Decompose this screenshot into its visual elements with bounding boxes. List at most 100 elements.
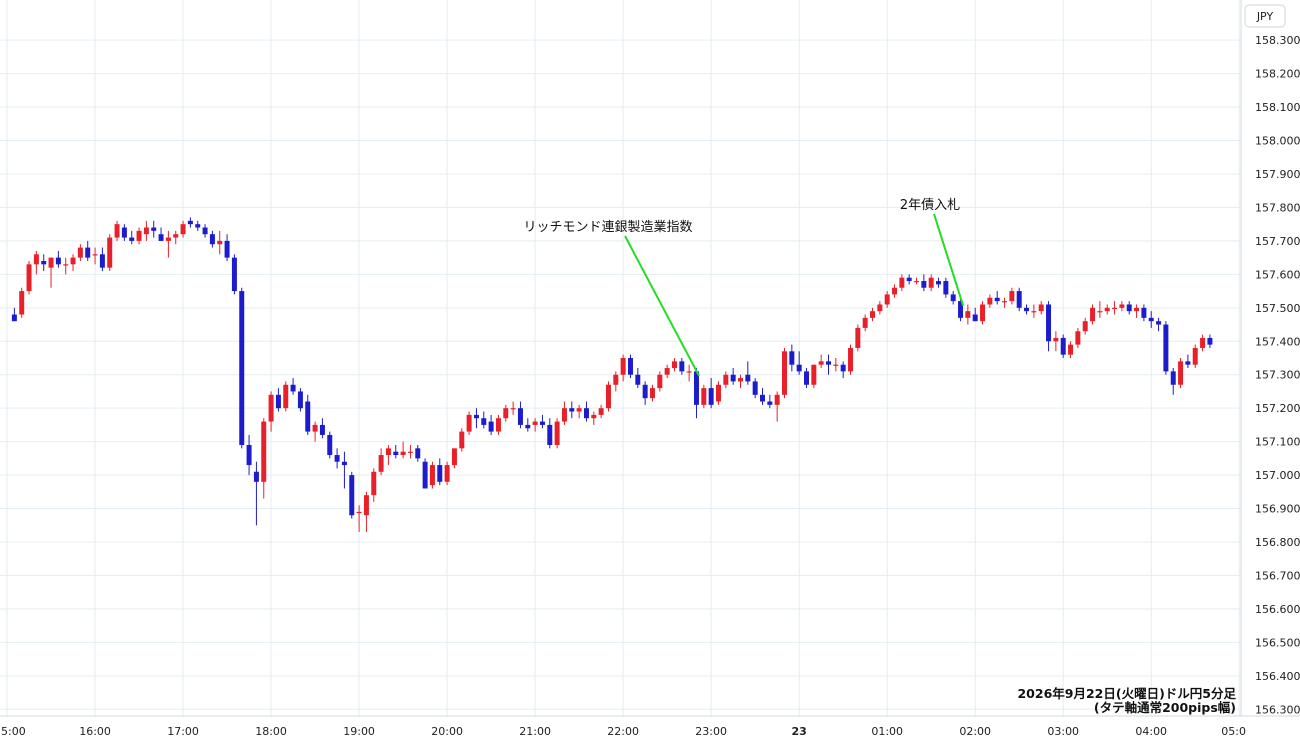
candle-up <box>671 358 677 372</box>
candle-body <box>547 424 553 445</box>
candle-body <box>1134 307 1140 312</box>
candle-up <box>1097 301 1103 318</box>
candle-body <box>840 364 846 372</box>
candle-body <box>363 495 369 516</box>
candle-down <box>224 234 230 261</box>
candle-down <box>627 354 633 379</box>
candle-body <box>261 421 267 482</box>
x-tick-label: 19:00 <box>343 725 375 738</box>
candle-up <box>378 448 384 476</box>
candle-body <box>19 291 25 315</box>
candle-body <box>870 311 876 318</box>
candle-body <box>444 465 450 482</box>
candle-body <box>980 304 986 322</box>
candle-body <box>818 361 824 365</box>
candle-up <box>48 257 54 288</box>
candle-up <box>715 381 721 405</box>
candle-up <box>1053 331 1059 352</box>
candle-up <box>173 230 179 245</box>
candle-body <box>649 388 655 399</box>
candle-body <box>693 371 699 405</box>
candle-body <box>1016 291 1022 308</box>
candle-body <box>305 401 311 432</box>
annotation-pointer-line <box>624 235 701 377</box>
candle-down <box>422 458 428 489</box>
candle-body <box>1170 371 1176 385</box>
candle-down <box>99 247 105 272</box>
candle-up <box>987 294 993 308</box>
candle-down <box>796 351 802 375</box>
candle-down <box>239 287 245 449</box>
candle-body <box>33 254 39 265</box>
candle-up <box>1090 304 1096 325</box>
candle-body <box>1053 337 1059 342</box>
candle-body <box>488 421 494 432</box>
price-axis: 156.300 156.400 156.500 156.600 156.700 156.8… <box>1255 34 1300 716</box>
candle-up <box>591 411 597 425</box>
candle-body <box>481 418 487 425</box>
candle-body <box>371 471 377 496</box>
candle-down <box>437 458 443 486</box>
candle-body <box>906 277 912 282</box>
candle-up <box>649 384 655 402</box>
candle-up <box>848 344 854 375</box>
candle-body <box>635 374 641 385</box>
candle-down <box>804 368 809 389</box>
candle-body <box>400 451 406 456</box>
annotation-label: 2年債入札 <box>900 198 960 213</box>
candle-up <box>1031 304 1037 318</box>
candle-body <box>914 281 920 283</box>
candle-up <box>965 304 971 325</box>
candle-body <box>151 227 157 231</box>
candle-up <box>283 381 289 412</box>
candle-down <box>195 220 201 231</box>
y-tick-label: 156.300 <box>1255 703 1300 716</box>
candle-down <box>85 240 91 261</box>
candle-layer <box>11 217 1213 532</box>
candle-body <box>987 297 993 305</box>
candle-up <box>782 347 787 399</box>
candle-body <box>268 394 274 422</box>
candle-body <box>239 291 245 445</box>
candle-down <box>151 220 157 238</box>
candle-body <box>495 418 501 432</box>
candle-body <box>290 384 296 392</box>
candle-body <box>958 301 964 318</box>
candle-up <box>870 307 876 322</box>
candle-body <box>1207 337 1213 345</box>
candle-body <box>510 408 516 410</box>
candle-body <box>708 388 714 405</box>
candle-down <box>1141 304 1147 322</box>
candle-body <box>429 465 435 486</box>
candle-body <box>415 448 421 459</box>
candle-body <box>1148 317 1154 322</box>
candle-up <box>1200 334 1206 352</box>
candle-down <box>158 227 164 241</box>
grid-layer <box>0 0 1241 716</box>
candle-up <box>510 401 516 415</box>
candle-body <box>231 257 237 292</box>
chart-caption-line1: 2026年9月22日(火曜日)ドル円5分足 <box>1017 686 1236 701</box>
candle-up <box>217 230 223 255</box>
candle-body <box>1163 324 1169 372</box>
y-tick-label: 157.900 <box>1255 168 1300 181</box>
candle-up <box>532 418 538 432</box>
candle-up <box>63 257 69 275</box>
candle-body <box>202 227 208 235</box>
candle-up <box>914 277 920 285</box>
candle-down <box>1170 368 1176 395</box>
candle-up <box>429 461 435 489</box>
candle-down <box>708 378 714 409</box>
candle-body <box>671 361 677 369</box>
y-tick-label: 156.700 <box>1255 569 1300 582</box>
candle-body <box>121 227 127 238</box>
candle-down <box>481 411 487 429</box>
candle-down <box>1060 334 1066 358</box>
candle-body <box>782 351 787 395</box>
candle-body <box>107 237 113 268</box>
candle-body <box>760 394 765 402</box>
annotation-label: リッチモンド連銀製造業指数 <box>523 219 692 235</box>
candle-body <box>158 234 164 241</box>
time-axis: 5:00 16:00 17:00 18:00 19:00 20:00 21:00 22:00 2… <box>1 725 1246 738</box>
